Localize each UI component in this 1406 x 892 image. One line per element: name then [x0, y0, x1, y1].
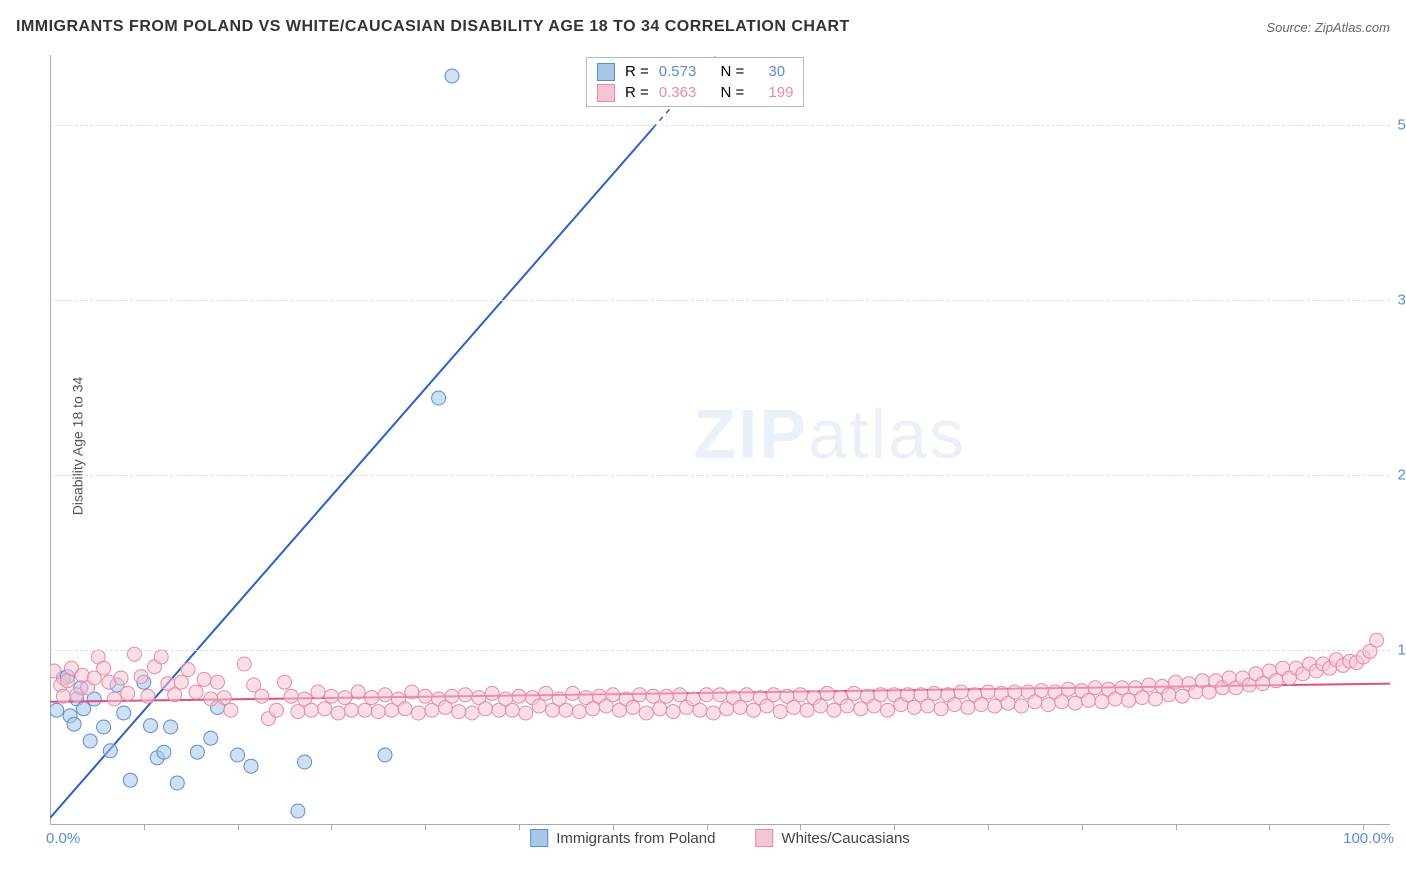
- legend-label-poland: Immigrants from Poland: [556, 830, 715, 847]
- r-value-poland: 0.573: [659, 61, 697, 82]
- x-max-label: 100.0%: [1343, 830, 1394, 847]
- y-tick-label: 37.5%: [1397, 292, 1406, 309]
- swatch-whites-icon: [597, 84, 615, 102]
- swatch-whites-icon: [755, 829, 773, 847]
- r-value-whites: 0.363: [659, 82, 697, 103]
- x-tick: [988, 825, 989, 830]
- chart-title: IMMIGRANTS FROM POLAND VS WHITE/CAUCASIA…: [16, 18, 850, 36]
- swatch-poland-icon: [597, 63, 615, 81]
- scatter-svg: [50, 55, 1390, 825]
- x-tick: [1082, 825, 1083, 830]
- chart-plot-area: ZIPatlas 12.5%25.0%37.5%50.0% 0.0% 100.0…: [50, 55, 1390, 825]
- x-tick: [331, 825, 332, 830]
- x-tick: [238, 825, 239, 830]
- stats-row-whites: R = 0.363 N = 199: [597, 82, 793, 103]
- x-min-label: 0.0%: [46, 830, 80, 847]
- gridline: [50, 125, 1390, 126]
- legend-label-whites: Whites/Caucasians: [781, 830, 909, 847]
- x-tick: [1269, 825, 1270, 830]
- y-tick-label: 25.0%: [1397, 467, 1406, 484]
- x-tick: [519, 825, 520, 830]
- swatch-poland-icon: [530, 829, 548, 847]
- y-tick-label: 50.0%: [1397, 117, 1406, 134]
- n-value-whites: 199: [768, 82, 793, 103]
- legend-item-whites: Whites/Caucasians: [755, 829, 909, 847]
- stats-row-poland: R = 0.573 N = 30: [597, 61, 793, 82]
- x-tick: [144, 825, 145, 830]
- series-legend: Immigrants from Poland Whites/Caucasians: [530, 829, 910, 847]
- y-tick-label: 12.5%: [1397, 642, 1406, 659]
- source-attribution: Source: ZipAtlas.com: [1266, 20, 1390, 35]
- gridline: [50, 475, 1390, 476]
- legend-item-poland: Immigrants from Poland: [530, 829, 715, 847]
- gridline: [50, 300, 1390, 301]
- stats-legend: R = 0.573 N = 30 R = 0.363 N = 199: [586, 57, 804, 107]
- x-tick: [425, 825, 426, 830]
- x-tick: [1176, 825, 1177, 830]
- n-value-poland: 30: [768, 61, 785, 82]
- gridline: [50, 650, 1390, 651]
